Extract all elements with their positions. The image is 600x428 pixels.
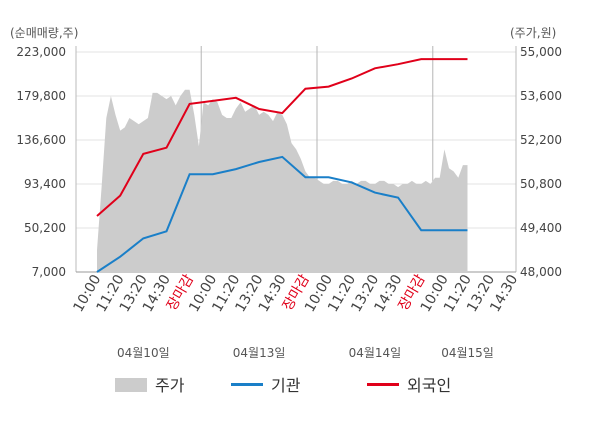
right-tick-label: 55,000: [520, 45, 562, 59]
left-axis-unit: (순매매량,주): [10, 26, 78, 40]
left-tick-label: 136,600: [16, 133, 66, 147]
legend-label: 주가: [155, 376, 185, 395]
left-tick-label: 179,800: [16, 89, 66, 103]
left-tick-label: 7,000: [32, 265, 66, 279]
date-label: 04월14일: [349, 346, 402, 360]
left-tick-label: 50,200: [24, 221, 66, 235]
legend-swatch-foreign: [367, 383, 399, 386]
date-label: 04월15일: [441, 346, 494, 360]
right-tick-label: 49,400: [520, 221, 562, 235]
right-axis-unit: (주가,원): [510, 26, 556, 40]
left-tick-label: 93,400: [24, 177, 66, 191]
series-line-institution: [96, 155, 468, 273]
right-tick-label: 50,800: [520, 177, 562, 191]
legend-swatch-institution: [231, 383, 263, 386]
date-label: 04월13일: [233, 346, 286, 360]
right-tick-label: 52,200: [520, 133, 562, 147]
right-tick-label: 48,000: [520, 265, 562, 279]
series-line-foreign: [96, 58, 468, 217]
right-tick-label: 53,600: [520, 89, 562, 103]
price-area: [97, 89, 468, 272]
left-tick-label: 223,000: [16, 45, 66, 59]
price-area-layer: [97, 89, 468, 272]
axis-layer: 223,000 179,800 136,600 93,400 50,200 7,000 55…: [16, 45, 562, 360]
legend-label: 기관: [271, 376, 301, 395]
legend: 주가 기관 외국인: [115, 376, 451, 395]
date-label: 04월10일: [117, 346, 170, 360]
series-line-layer: [96, 58, 468, 273]
legend-label: 외국인: [407, 376, 451, 395]
legend-swatch-price: [115, 378, 147, 392]
